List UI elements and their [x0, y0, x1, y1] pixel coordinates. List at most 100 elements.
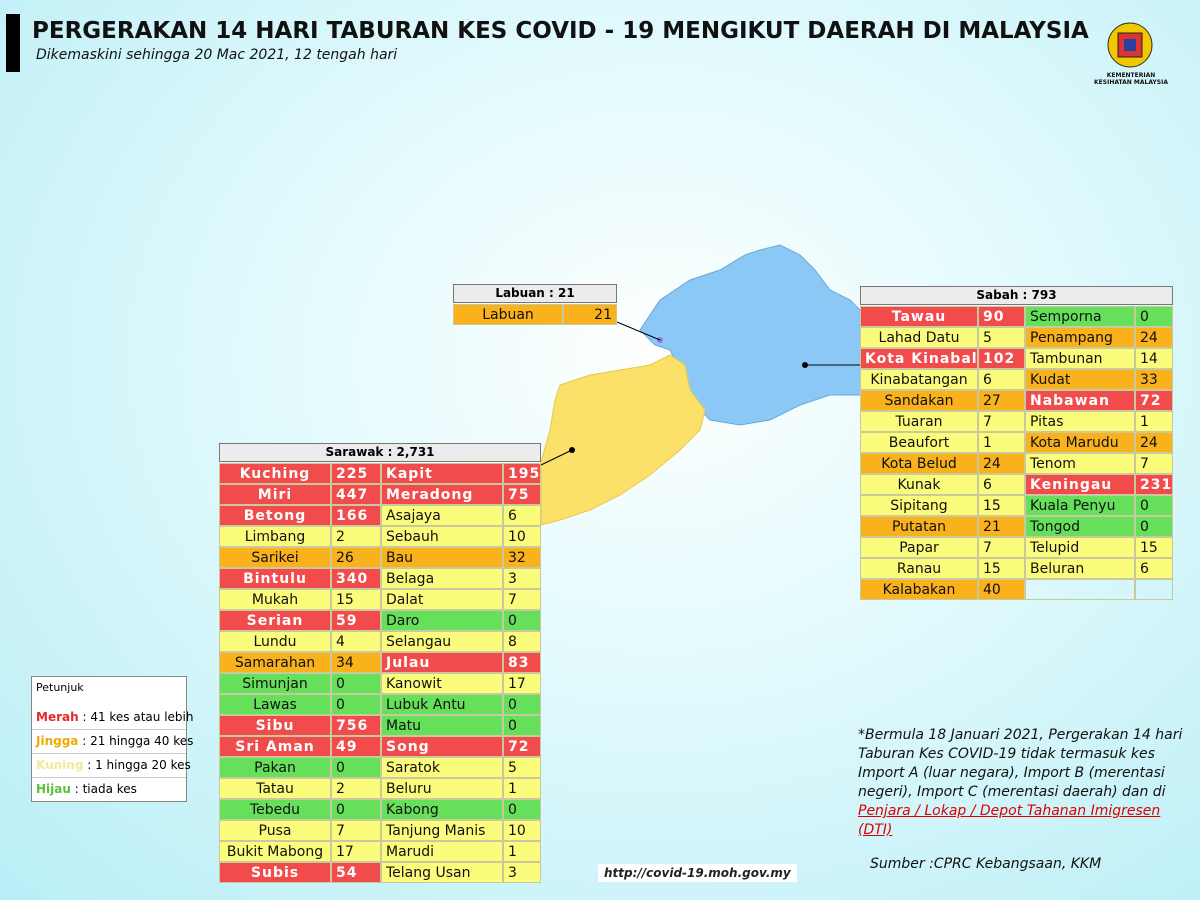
district-cases: 1: [503, 778, 541, 799]
legend-divider: [32, 777, 186, 778]
url[interactable]: http://covid-19.moh.gov.my: [598, 864, 797, 882]
source: Sumber :CPRC Kebangsaan, KKM: [870, 856, 1102, 872]
district-name: Miri: [219, 484, 331, 505]
district-name: Keningau: [1025, 474, 1135, 495]
district-name: Beluran: [1025, 558, 1135, 579]
legend-text: : 41 kes atau lebih: [78, 710, 194, 724]
district-name: Bukit Mabong: [219, 841, 331, 862]
district-cases: 10: [503, 526, 541, 547]
district-name: Sandakan: [860, 390, 978, 411]
district-name: Kota Belud: [860, 453, 978, 474]
district-name: Kunak: [860, 474, 978, 495]
district-cases: 166: [331, 505, 381, 526]
district-name: Tawau: [860, 306, 978, 327]
district-name: Julau: [381, 652, 503, 673]
district-cases: 15: [1135, 537, 1173, 558]
connector-dot: [569, 447, 575, 453]
district-cases: 0: [503, 799, 541, 820]
district-cases: 0: [503, 610, 541, 631]
district-name: Marudi: [381, 841, 503, 862]
district-cases: 0: [1135, 495, 1173, 516]
district-cases: 5: [978, 327, 1025, 348]
district-name: Nabawan: [1025, 390, 1135, 411]
legend-item: Jingga : 21 hingga 40 kes: [36, 734, 193, 748]
district-cases: 54: [331, 862, 381, 883]
district-name: Tatau: [219, 778, 331, 799]
district-cases: 15: [978, 495, 1025, 516]
district-cases: 1: [1135, 411, 1173, 432]
district-name: Selangau: [381, 631, 503, 652]
district-cases: 1: [503, 841, 541, 862]
district-cases: 0: [503, 694, 541, 715]
district-name: Kudat: [1025, 369, 1135, 390]
district-cases: 10: [503, 820, 541, 841]
empty-cell: [1025, 579, 1135, 600]
district-cases: 7: [331, 820, 381, 841]
district-cases: 4: [331, 631, 381, 652]
district-cases: 340: [331, 568, 381, 589]
district-name: Saratok: [381, 757, 503, 778]
district-cases: 49: [331, 736, 381, 757]
district-cases: 0: [1135, 516, 1173, 537]
district-name: Pusa: [219, 820, 331, 841]
district-cases: 6: [978, 369, 1025, 390]
district-name: Ranau: [860, 558, 978, 579]
district-cases: 26: [331, 547, 381, 568]
note-link[interactable]: Penjara / Lokap / Depot Tahanan Imigrese…: [858, 803, 1161, 838]
legend-color-name: Merah: [36, 710, 79, 724]
district-cases: 17: [331, 841, 381, 862]
sarawak-map: [540, 354, 706, 526]
district-cases: 6: [503, 505, 541, 526]
legend-color-name: Kuning: [36, 758, 84, 772]
district-name: Kuala Penyu: [1025, 495, 1135, 516]
district-name: Penampang: [1025, 327, 1135, 348]
connector: [616, 321, 661, 341]
district-name: Daro: [381, 610, 503, 631]
district-name: Pakan: [219, 757, 331, 778]
district-cases: 27: [978, 390, 1025, 411]
district-name: Kabong: [381, 799, 503, 820]
district-cases: 75: [503, 484, 541, 505]
note: *Bermula 18 Januari 2021, Pergerakan 14 …: [858, 726, 1193, 840]
district-cases: 6: [978, 474, 1025, 495]
district-cases: 21: [978, 516, 1025, 537]
district-name: Limbang: [219, 526, 331, 547]
district-name: Samarahan: [219, 652, 331, 673]
legend-title: Petunjuk: [36, 681, 84, 694]
table-header: Sarawak : 2,731: [219, 443, 541, 462]
logo: [1107, 22, 1153, 68]
legend-divider: [32, 753, 186, 754]
legend-color-name: Hijau: [36, 782, 71, 796]
district-name: Sipitang: [860, 495, 978, 516]
district-name: Tanjung Manis: [381, 820, 503, 841]
district-name: Sarikei: [219, 547, 331, 568]
district-name: Belaga: [381, 568, 503, 589]
district-cases: 21: [563, 304, 617, 325]
district-name: Bintulu: [219, 568, 331, 589]
district-name: Putatan: [860, 516, 978, 537]
district-cases: 231: [1135, 474, 1173, 495]
district-cases: 3: [503, 862, 541, 883]
district-cases: 3: [503, 568, 541, 589]
legend-item: Kuning : 1 hingga 20 kes: [36, 758, 191, 772]
title: PERGERAKAN 14 HARI TABURAN KES COVID - 1…: [32, 18, 1089, 44]
district-cases: 756: [331, 715, 381, 736]
district-cases: 32: [503, 547, 541, 568]
district-cases: 0: [331, 799, 381, 820]
district-cases: 7: [978, 411, 1025, 432]
district-cases: 0: [503, 715, 541, 736]
district-cases: 2: [331, 526, 381, 547]
district-cases: 40: [978, 579, 1025, 600]
district-name: Telang Usan: [381, 862, 503, 883]
district-name: Tambunan: [1025, 348, 1135, 369]
district-cases: 6: [1135, 558, 1173, 579]
district-cases: 5: [503, 757, 541, 778]
district-cases: 24: [978, 453, 1025, 474]
legend-item: Hijau : tiada kes: [36, 782, 137, 796]
district-cases: 15: [978, 558, 1025, 579]
district-name: Kinabatangan: [860, 369, 978, 390]
district-cases: 24: [1135, 432, 1173, 453]
district-name: Asajaya: [381, 505, 503, 526]
district-name: Lundu: [219, 631, 331, 652]
